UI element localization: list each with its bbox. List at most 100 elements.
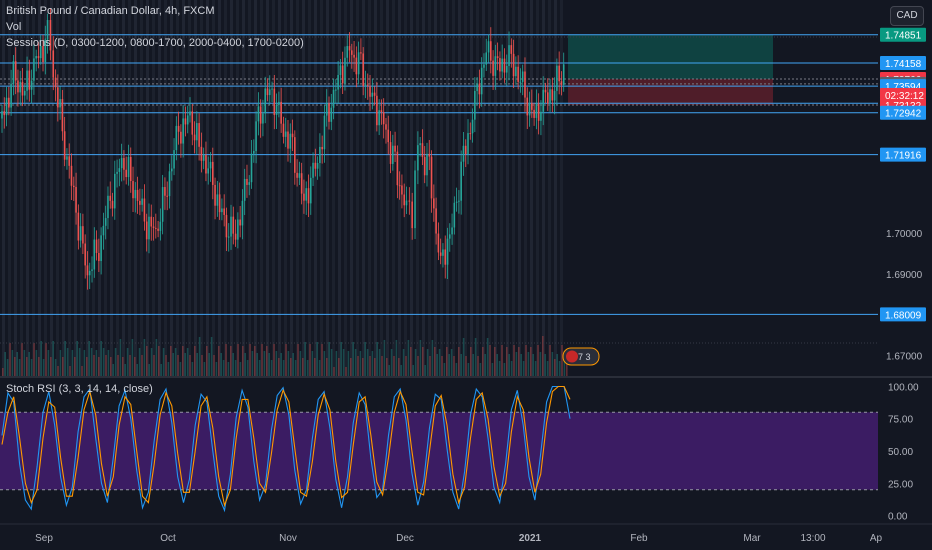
candle-body — [544, 89, 547, 93]
volume-bar — [141, 355, 143, 376]
volume-bar — [191, 362, 194, 376]
volume-bar — [54, 359, 57, 376]
candle-body — [411, 201, 413, 229]
volume-bar — [371, 351, 374, 376]
candle-body — [273, 88, 276, 116]
session-stripe — [122, 0, 125, 376]
candle-body — [202, 155, 205, 161]
session-stripe — [314, 0, 317, 376]
candle-body — [46, 20, 49, 40]
candle-body — [136, 189, 139, 201]
x-tick-label: Nov — [279, 533, 297, 544]
candle-body — [33, 58, 35, 81]
candle-body — [330, 107, 333, 122]
volume-bar — [280, 353, 282, 376]
rsi-band — [0, 412, 878, 490]
candle-body — [389, 142, 392, 164]
volume-bar — [402, 349, 405, 376]
price-tag — [880, 147, 926, 162]
candle-body — [246, 178, 248, 185]
candle-body — [218, 194, 221, 213]
volume-bar — [134, 357, 136, 376]
volume-bar — [153, 355, 155, 376]
candle-body — [63, 131, 66, 160]
price-tag — [880, 105, 926, 120]
volume-bar — [292, 353, 294, 376]
volume-bar — [122, 357, 124, 376]
volume-bar — [378, 349, 381, 376]
volume-bar — [345, 367, 347, 376]
volume-bar — [482, 347, 484, 376]
volume-bar — [306, 360, 309, 376]
candle-body — [39, 45, 42, 59]
session-stripe — [542, 0, 545, 376]
candle-body — [344, 57, 346, 84]
session-stripe — [416, 0, 419, 376]
volume-bar — [52, 341, 54, 376]
volume-bar — [520, 354, 522, 376]
candle-body — [145, 221, 148, 240]
session-stripe — [368, 0, 371, 376]
volume-bar — [381, 356, 383, 376]
volume-bar — [448, 354, 450, 376]
candle-body — [17, 80, 19, 93]
rsi-tick-label: 100.00 — [888, 382, 919, 393]
candle-body — [505, 65, 508, 73]
candle-body — [59, 99, 61, 108]
volume-bar — [270, 360, 273, 376]
candle-body — [225, 214, 228, 238]
candle-body — [291, 133, 294, 138]
session-stripe — [500, 0, 503, 376]
candle-body — [207, 168, 210, 174]
candle-body — [209, 161, 212, 169]
volume-bar — [374, 358, 376, 376]
volume-bar — [443, 363, 446, 376]
volume-bar — [4, 352, 6, 376]
candle-body — [360, 52, 362, 54]
candle-body — [325, 103, 328, 116]
volume-bar — [422, 347, 424, 376]
candle-body — [503, 58, 506, 73]
candle-body — [129, 156, 132, 182]
volume-bar — [290, 358, 292, 376]
candle-body — [230, 216, 232, 237]
symbol-title: British Pound / Canadian Dollar, 4h, FXC… — [6, 5, 215, 17]
volume-bar — [366, 349, 369, 376]
volume-bar — [160, 364, 162, 376]
volume-bar — [107, 350, 110, 376]
volume-bar — [347, 351, 350, 376]
volume-bar — [311, 351, 314, 376]
session-stripe — [290, 0, 293, 376]
candle-body — [476, 83, 478, 91]
candle-body — [464, 145, 467, 155]
volume-bar — [537, 345, 539, 376]
volume-bar — [395, 340, 398, 376]
volume-bar — [474, 338, 477, 376]
candle-body — [5, 97, 8, 116]
session-stripe — [536, 0, 539, 376]
session-stripe — [242, 0, 245, 376]
candle-body — [227, 236, 230, 238]
candle-body — [444, 249, 447, 265]
volume-bar — [350, 358, 352, 376]
currency-button[interactable]: CAD — [890, 6, 924, 26]
candle-body — [57, 87, 59, 108]
candle-body — [542, 89, 545, 112]
session-stripe — [68, 0, 71, 376]
volume-bar — [563, 352, 566, 376]
candle-body — [104, 218, 107, 226]
volume-bar — [330, 349, 333, 376]
candle-body — [278, 101, 280, 106]
candle-body — [305, 188, 308, 201]
candle-body — [84, 243, 86, 266]
position-target-zone — [568, 34, 773, 80]
candle-body — [423, 156, 426, 176]
candle-body — [321, 146, 323, 150]
candle-body — [98, 252, 100, 262]
volume-bar — [95, 350, 98, 376]
session-stripe — [140, 0, 143, 376]
candle-body — [223, 208, 225, 215]
volume-bar — [23, 350, 26, 376]
volume-bar — [297, 344, 299, 376]
